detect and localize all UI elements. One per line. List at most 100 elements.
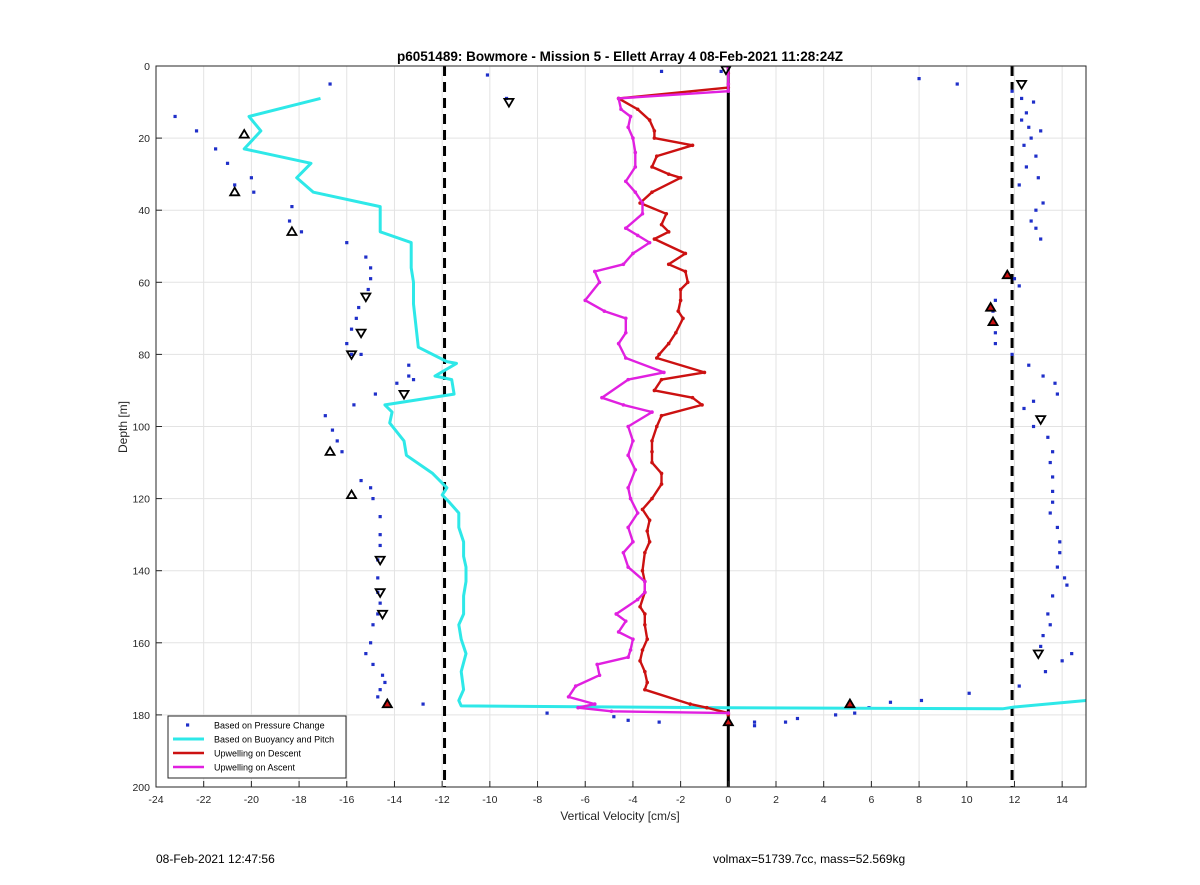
series-point bbox=[600, 395, 604, 400]
series-point bbox=[633, 165, 638, 169]
pressure-change-point bbox=[225, 161, 230, 165]
y-tick-label: 120 bbox=[132, 494, 150, 506]
pressure-change-point bbox=[783, 720, 788, 724]
x-tick-label: -4 bbox=[628, 794, 637, 806]
series-point bbox=[628, 114, 633, 119]
pressure-change-point bbox=[173, 114, 177, 119]
triangle-marker bbox=[1015, 79, 1028, 91]
series-point bbox=[726, 711, 731, 715]
pressure-change-point bbox=[1046, 435, 1050, 439]
pressure-change-point bbox=[1041, 201, 1045, 205]
pressure-change-point bbox=[287, 219, 292, 223]
x-tick-label: -12 bbox=[435, 794, 450, 806]
series-point bbox=[654, 424, 659, 429]
series-point bbox=[659, 222, 664, 227]
pressure-change-point bbox=[1027, 125, 1031, 129]
triangle-marker bbox=[376, 609, 389, 621]
footer-volmax-mass: volmax=51739.7cc, mass=52.569kg bbox=[713, 852, 906, 866]
series-point bbox=[690, 143, 695, 148]
series-point bbox=[666, 262, 671, 267]
series-point bbox=[666, 230, 671, 234]
triangle-marker bbox=[986, 315, 1000, 327]
pressure-change-point bbox=[1010, 352, 1014, 356]
pressure-change-point bbox=[233, 183, 237, 187]
series-point bbox=[616, 341, 621, 346]
x-tick-label: -16 bbox=[339, 794, 354, 806]
series-point bbox=[633, 467, 638, 472]
series-point bbox=[650, 449, 654, 454]
chart-title: p6051489: Bowmore - Mission 5 - Ellett A… bbox=[397, 49, 843, 64]
y-tick-label: 180 bbox=[132, 710, 150, 722]
grid bbox=[155, 65, 1086, 788]
pressure-change-point bbox=[1053, 381, 1057, 385]
pressure-change-point bbox=[612, 715, 616, 719]
pressure-change-point bbox=[917, 77, 921, 81]
pressure-change-point bbox=[1034, 154, 1038, 158]
pressure-change-point bbox=[1051, 450, 1055, 454]
series-point bbox=[592, 269, 597, 274]
pressure-change-point bbox=[369, 266, 373, 270]
series-point bbox=[643, 622, 647, 627]
pressure-change-point bbox=[719, 69, 723, 74]
series-point bbox=[705, 705, 709, 710]
pressure-change-point bbox=[345, 341, 349, 346]
series-point bbox=[621, 262, 626, 267]
series-point bbox=[662, 370, 666, 375]
pressure-change-point bbox=[1048, 511, 1052, 515]
series-point bbox=[643, 612, 647, 616]
series-point bbox=[659, 471, 664, 476]
series-point bbox=[623, 330, 628, 335]
series-point bbox=[635, 107, 640, 112]
y-tick-label: 0 bbox=[144, 61, 150, 73]
x-tick-label: 0 bbox=[725, 794, 731, 806]
series-point bbox=[647, 518, 652, 523]
pressure-change-point bbox=[993, 341, 997, 346]
series-point bbox=[654, 154, 659, 158]
pressure-change-point bbox=[369, 641, 373, 645]
pressure-change-point bbox=[378, 688, 382, 692]
x-tick-label: -8 bbox=[533, 794, 542, 806]
triangle-marker bbox=[1034, 415, 1047, 426]
series-point bbox=[640, 201, 645, 205]
y-tick-label: 160 bbox=[132, 638, 150, 650]
series-point bbox=[726, 89, 731, 94]
series-point bbox=[666, 341, 671, 346]
y-tick-label: 100 bbox=[132, 422, 150, 434]
x-tick-label: -2 bbox=[676, 794, 685, 806]
pressure-change-point bbox=[340, 450, 344, 454]
pressure-change-point bbox=[1039, 129, 1043, 133]
series-point bbox=[631, 251, 635, 256]
x-axis-label: Vertical Velocity [cm/s] bbox=[560, 809, 679, 823]
series-point bbox=[623, 316, 628, 321]
series-point bbox=[623, 619, 628, 623]
pressure-change-point bbox=[888, 700, 893, 704]
series-point bbox=[678, 287, 683, 292]
triangle-marker bbox=[345, 350, 358, 361]
y-tick-label: 140 bbox=[132, 566, 150, 578]
series-point bbox=[583, 298, 588, 303]
pressure-change-point bbox=[421, 702, 425, 706]
pressure-change-point bbox=[411, 378, 416, 382]
pressure-change-point bbox=[1060, 659, 1064, 663]
pressure-change-point bbox=[1020, 96, 1024, 101]
pressure-change-point bbox=[1031, 399, 1036, 403]
pressure-change-point bbox=[369, 486, 373, 490]
series-point bbox=[690, 395, 695, 400]
pressure-change-point bbox=[290, 204, 294, 209]
pressure-change-point bbox=[371, 662, 375, 667]
series-point bbox=[626, 525, 630, 530]
pressure-change-point bbox=[378, 533, 382, 537]
pressure-change-point bbox=[626, 718, 630, 722]
pressure-change-point bbox=[1048, 460, 1052, 465]
series-point bbox=[650, 190, 654, 194]
series-line bbox=[617, 67, 730, 715]
series-point bbox=[631, 540, 635, 544]
series-point bbox=[702, 370, 707, 375]
series-point bbox=[659, 413, 664, 418]
series-point bbox=[576, 705, 580, 710]
pressure-change-point bbox=[376, 695, 380, 699]
series-point bbox=[650, 496, 654, 501]
series-point bbox=[626, 125, 630, 130]
pressure-change-point bbox=[373, 392, 377, 396]
